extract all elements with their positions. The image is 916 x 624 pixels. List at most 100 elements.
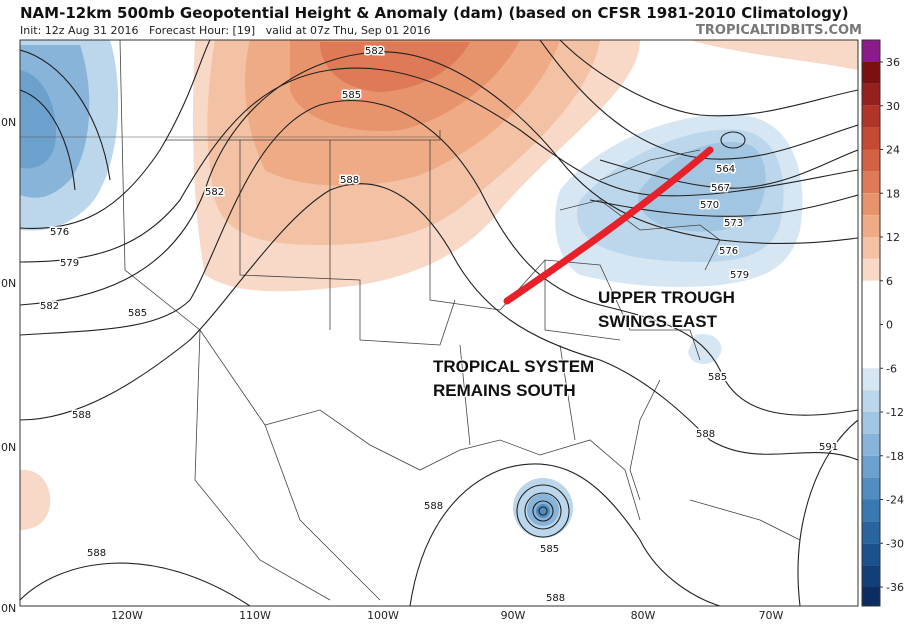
annotation: SWINGS EAST xyxy=(598,312,718,331)
anomaly-area xyxy=(536,504,550,518)
colorbar-tick-label: -30 xyxy=(886,537,904,550)
colorbar-swatch xyxy=(862,368,880,391)
colorbar-swatch xyxy=(862,258,880,281)
colorbar-swatch xyxy=(862,565,880,587)
colorbar-tick-label: -36 xyxy=(886,581,904,594)
trough-axis xyxy=(503,146,714,305)
annotation: TROPICAL SYSTEM xyxy=(433,357,594,376)
colorbar-swatch xyxy=(862,324,880,347)
colorbar-swatch xyxy=(862,105,880,128)
colorbar: 36 30 24 18 12 6 0 -6 -12 -18 -24 -30 -36 xyxy=(861,39,904,607)
latitude-label: 0N xyxy=(1,441,16,454)
colorbar-swatch xyxy=(862,587,880,606)
contour-label: 582 xyxy=(205,187,224,198)
coast-border xyxy=(559,149,801,541)
anomaly-area xyxy=(20,469,51,530)
colorbar-tick-label: 24 xyxy=(886,144,900,157)
contour-label: 582 xyxy=(40,301,59,312)
contour-label: 585 xyxy=(540,544,559,555)
height-contour xyxy=(20,40,211,230)
annotation: UPPER TROUGH xyxy=(598,288,735,307)
colorbar-tick-label: 12 xyxy=(886,231,900,244)
contour-label: 591 xyxy=(819,442,838,453)
height-contour xyxy=(538,506,548,516)
colorbar-swatch xyxy=(862,433,880,456)
colorbar-tick-label: 18 xyxy=(886,187,900,200)
contour-label: 588 xyxy=(546,593,565,604)
longitude-label: 90W xyxy=(501,609,526,622)
colorbar-swatch xyxy=(862,193,880,216)
colorbar-swatch xyxy=(862,499,880,522)
longitude-label: 70W xyxy=(759,609,784,622)
colorbar-swatch xyxy=(862,280,880,303)
map: 582 585 588 582 576 579 582 585 588 588 … xyxy=(19,39,859,607)
height-contour xyxy=(20,183,858,461)
colorbar-swatch xyxy=(862,412,880,434)
colorbar-swatch xyxy=(862,521,880,544)
contour-label: 576 xyxy=(50,227,69,238)
contour-label: 567 xyxy=(711,183,730,194)
colorbar-swatch xyxy=(862,62,880,84)
latitude-label: 0N xyxy=(1,116,16,129)
contour-label: 588 xyxy=(424,501,443,512)
latitude-label: 0N xyxy=(1,277,16,290)
colorbar-swatch xyxy=(862,543,880,566)
contour-label: 588 xyxy=(87,548,106,559)
colorbar-tick-label: -12 xyxy=(886,406,904,419)
colorbar-swatch xyxy=(862,237,880,259)
colorbar-swatch xyxy=(862,149,880,172)
contour-label: 585 xyxy=(128,308,147,319)
latitude-label: 0N xyxy=(1,602,16,615)
height-contour xyxy=(20,49,111,191)
contour-label: 570 xyxy=(700,200,719,211)
anomaly-area xyxy=(690,40,858,70)
state-border xyxy=(119,40,701,601)
longitude-label: 120W xyxy=(111,609,143,622)
colorbar-swatch xyxy=(862,390,880,412)
longitude-label: 80W xyxy=(631,609,656,622)
colorbar-swatch xyxy=(862,40,880,62)
colorbar-swatch xyxy=(862,83,880,106)
colorbar-tick-label: 6 xyxy=(886,275,893,288)
contour-label: 579 xyxy=(60,258,79,269)
colorbar-swatch xyxy=(862,215,880,237)
colorbar-tick-label: 36 xyxy=(886,56,900,69)
height-contour xyxy=(20,67,858,263)
title: NAM-12km 500mb Geopotential Height & Ano… xyxy=(20,4,849,22)
anomaly-area xyxy=(638,142,766,232)
subtitle: Init: 12z Aug 31 2016 Forecast Hour: [19… xyxy=(20,24,431,37)
contour-label: 588 xyxy=(72,410,91,421)
contour-label: 564 xyxy=(716,164,735,175)
colorbar-swatch xyxy=(862,302,880,325)
height-contour xyxy=(20,463,721,606)
colorbar-tick-label: -24 xyxy=(886,494,904,507)
height-contour xyxy=(516,484,570,538)
longitude-label: 110W xyxy=(239,609,271,622)
longitude-label: 100W xyxy=(367,609,399,622)
colorbar-frame xyxy=(861,39,881,607)
site-credit: TROPICALTIDBITS.COM xyxy=(696,23,862,38)
height-contour xyxy=(524,492,562,530)
height-contour xyxy=(720,131,746,149)
annotation: REMAINS SOUTH xyxy=(433,381,576,400)
height-contour xyxy=(797,419,858,606)
contour-label: 573 xyxy=(724,218,743,229)
contour-label: 585 xyxy=(708,372,727,383)
contour-label: 576 xyxy=(719,246,738,257)
height-contour xyxy=(20,100,858,416)
colorbar-tick-label: 0 xyxy=(886,319,893,332)
contour-label: 588 xyxy=(696,429,715,440)
colorbar-swatch xyxy=(862,346,880,369)
colorbar-swatch xyxy=(862,171,880,194)
contour-label: 585 xyxy=(342,90,361,101)
map-frame xyxy=(19,39,859,607)
colorbar-tick-label: -6 xyxy=(886,362,897,375)
colorbar-tick-label: -18 xyxy=(886,450,904,463)
contour-label: 588 xyxy=(340,175,359,186)
contour-label: 579 xyxy=(730,270,749,281)
colorbar-swatch xyxy=(862,477,880,500)
height-contour xyxy=(532,500,554,522)
height-contour xyxy=(20,51,858,306)
contour-label: 582 xyxy=(365,46,384,57)
